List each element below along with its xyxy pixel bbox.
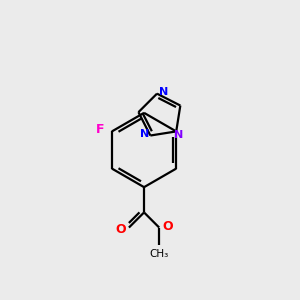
Text: N: N <box>159 87 168 97</box>
Text: O: O <box>162 220 173 232</box>
Text: N: N <box>140 129 150 139</box>
Text: O: O <box>115 223 126 236</box>
Text: N: N <box>174 130 183 140</box>
Text: CH₃: CH₃ <box>150 249 169 259</box>
Text: F: F <box>96 123 105 136</box>
